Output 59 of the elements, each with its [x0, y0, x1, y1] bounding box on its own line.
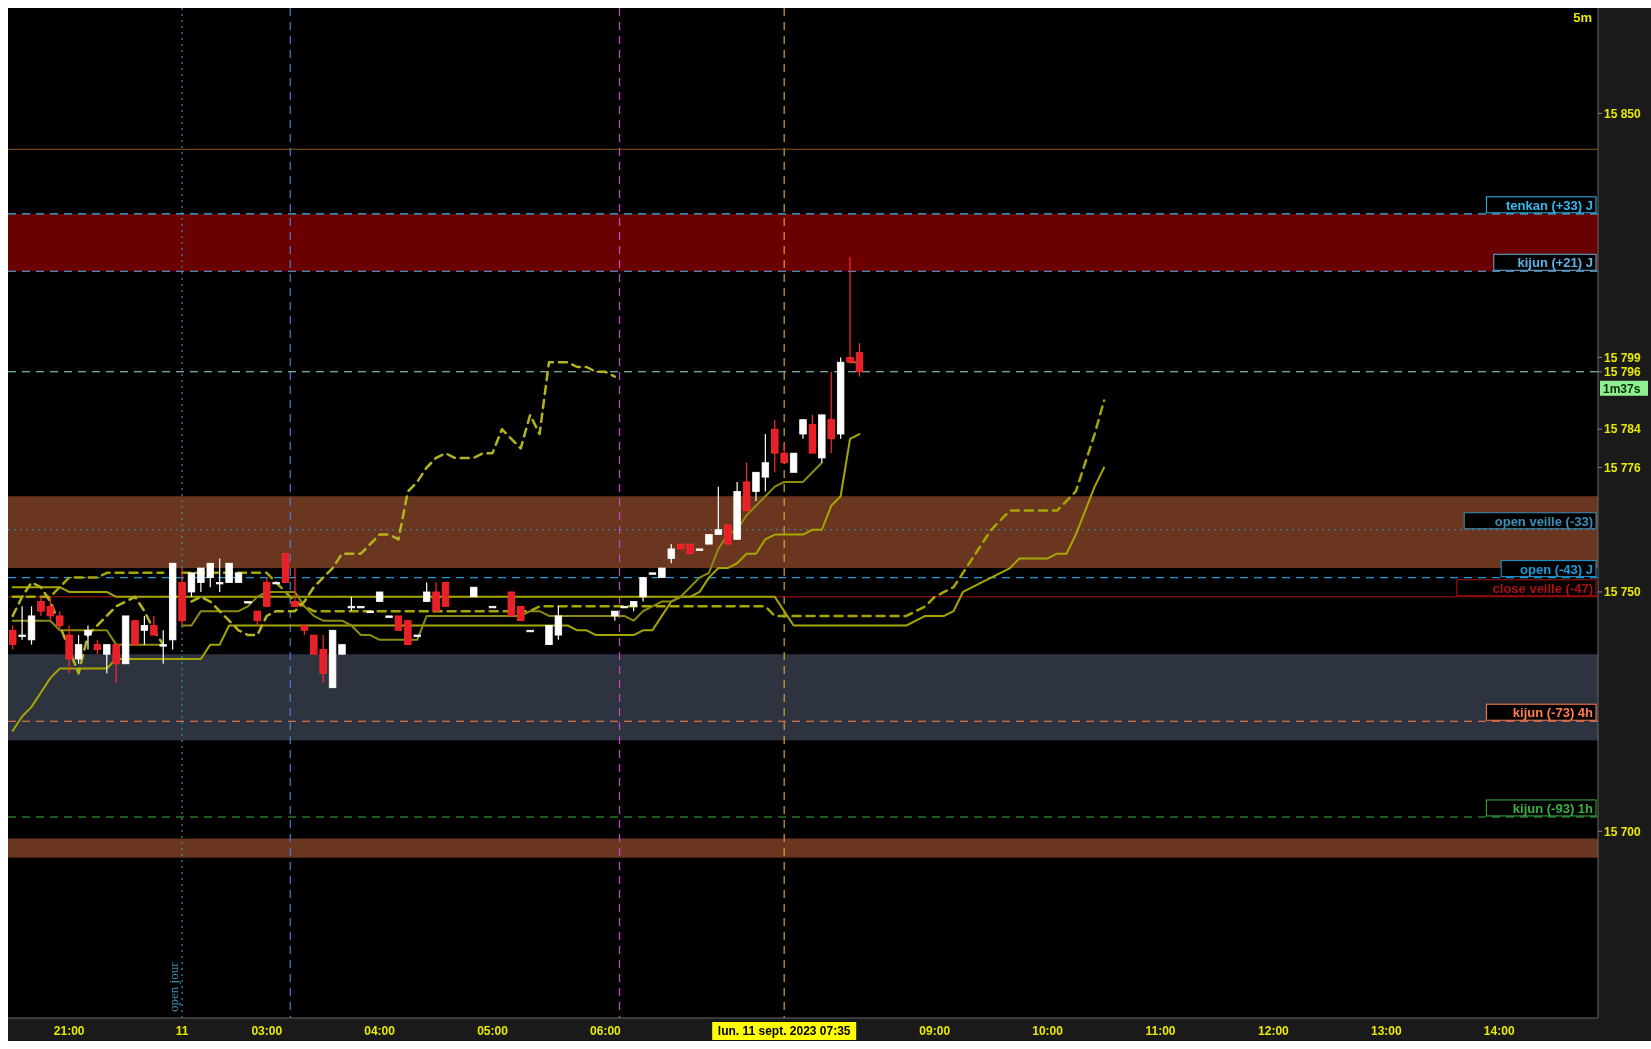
ref-line-label: open (-43) J: [1520, 561, 1593, 577]
candlestick: [112, 644, 120, 684]
y-tick-label: 15 850: [1604, 106, 1642, 121]
candlestick: [404, 620, 412, 646]
ref-line-label: kijun (-73) 4h: [1512, 705, 1594, 721]
ref-line-label: open jour: [166, 961, 182, 1012]
candlestick: [724, 524, 732, 545]
x-tick-label: 12:00: [1258, 1024, 1290, 1038]
x-tick-label: 10:00: [1032, 1024, 1064, 1038]
x-tick-label: 06:00: [590, 1024, 622, 1038]
x-tick-label: 14:00: [1483, 1024, 1515, 1038]
ref-line-label: open veille (-33): [1494, 513, 1593, 529]
x-tick-label: 11:00: [1145, 1024, 1176, 1038]
candlestick: [422, 581, 431, 603]
ref-line-label: tenkan (+33) J: [1505, 197, 1593, 213]
candlestick: [9, 624, 17, 651]
chart-title: 5m: [1573, 10, 1592, 25]
candlestick: [507, 591, 516, 617]
ref-line-label: kijun (+21) J: [1517, 255, 1593, 271]
x-tick-label: 03:00: [251, 1024, 283, 1038]
x-tick-label: 21:00: [53, 1024, 85, 1038]
x-tick-label: 11: [175, 1024, 189, 1038]
candlestick: [846, 256, 854, 363]
x-tick-label: 04:00: [364, 1024, 396, 1038]
y-tick-label: 15 796: [1604, 364, 1642, 379]
candlestick: [639, 577, 647, 603]
y-tick-label: 15 700: [1604, 824, 1642, 839]
candlestick: [74, 634, 83, 665]
y-tick-label: 15 799: [1604, 350, 1642, 365]
x-tick-label: 09:00: [919, 1024, 951, 1038]
y-tick-label: 15 750: [1604, 585, 1642, 600]
candlestick: [27, 605, 36, 646]
candlestick: [667, 543, 675, 564]
y-tick-label: 15 784: [1604, 422, 1642, 437]
candlestick: [441, 581, 450, 607]
candlestick: [18, 605, 26, 641]
x-tick-label: 05:00: [477, 1024, 509, 1038]
candlestick: [263, 577, 271, 607]
ref-line-label: kijun (-93) 1h: [1512, 800, 1594, 816]
candlestick: [187, 572, 196, 598]
candlestick: [150, 615, 158, 636]
candlestick: [159, 629, 167, 665]
text: 1m37s: [1603, 381, 1641, 396]
candlestick: [827, 371, 835, 454]
candlestick: [56, 610, 64, 631]
candlestick: [103, 644, 111, 674]
candlestick: [131, 620, 139, 646]
candlestick: [799, 419, 807, 440]
x-tick-label: 13:00: [1370, 1024, 1402, 1038]
candlestick: [291, 567, 299, 607]
candlestick: [65, 624, 73, 674]
y-tick-label: 15 776: [1604, 460, 1642, 475]
ref-line-label: close veille (-47): [1492, 580, 1593, 596]
candlestick: [432, 581, 440, 612]
candlestick: [84, 624, 92, 651]
candlestick: [140, 615, 149, 646]
x-tick-label: lun. 11 sept. 2023 07:35: [717, 1024, 851, 1038]
candlestick: [855, 342, 864, 378]
candlestick: [789, 452, 798, 473]
